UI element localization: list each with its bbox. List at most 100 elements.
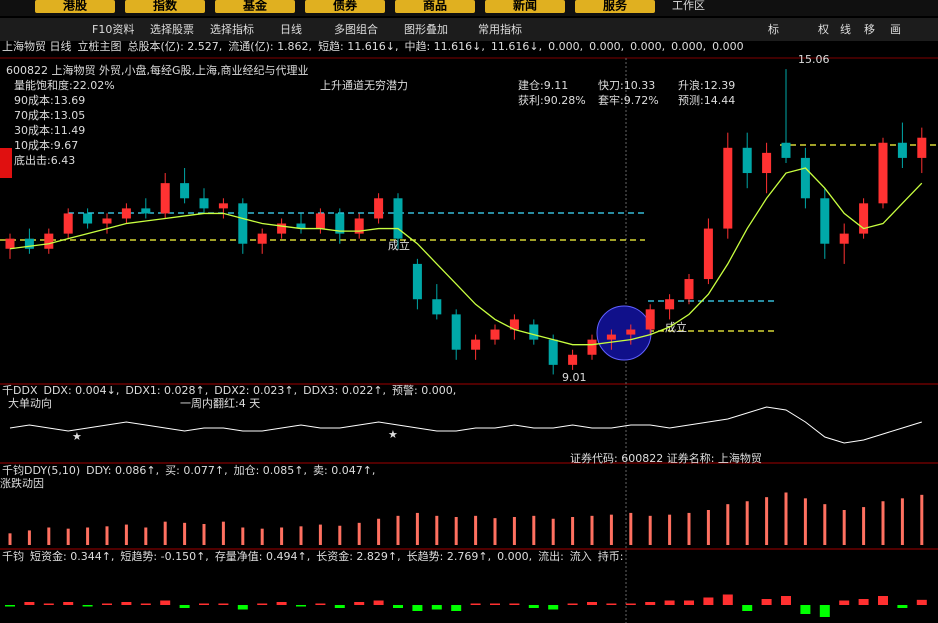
menu-item[interactable]: F10资料 (92, 22, 134, 36)
fund-bar (43, 603, 54, 605)
tab[interactable] (305, 0, 385, 13)
candle-body (665, 299, 675, 310)
tab-label[interactable]: 新闻 (513, 0, 537, 13)
signal-circle (596, 305, 652, 361)
tab[interactable] (485, 0, 565, 13)
candle-body (529, 324, 539, 340)
info-segment: 买: 0.077↑, (165, 464, 227, 477)
fund-bar (897, 605, 908, 608)
info-segment: 上海物贸 日线 (2, 39, 72, 53)
tool-button[interactable]: 画 (890, 23, 901, 36)
ddy-bar (377, 518, 381, 545)
candle-body (277, 223, 287, 234)
tool-button[interactable]: 权 (818, 23, 829, 36)
candle-body (839, 233, 849, 244)
ddy-bar (726, 504, 730, 545)
info-segment: DDX1: 0.028↑, (125, 384, 208, 397)
info-segment: 立桩主图 (78, 39, 122, 53)
fund-bar (839, 600, 850, 605)
tab-label[interactable]: 指数 (153, 0, 178, 13)
tab[interactable] (35, 0, 115, 13)
ddy-bar (629, 512, 633, 545)
fund-bar (858, 599, 869, 605)
menu-item[interactable]: 日线 (280, 22, 302, 36)
ddy-bar (415, 512, 419, 545)
candle-body (296, 223, 306, 229)
tab-label[interactable]: 服务 (603, 0, 628, 13)
workspace[interactable]: 工作区 (672, 0, 705, 12)
candle-body (83, 213, 93, 224)
ddy-bar (900, 498, 904, 545)
fund-bar (722, 594, 733, 605)
tool-button[interactable]: 线 (840, 22, 851, 36)
tab-label[interactable]: 债券 (333, 0, 358, 13)
ddy-bar (920, 494, 924, 545)
candle-body (218, 203, 228, 209)
candle-body (160, 183, 170, 214)
info-segment: 流通(亿): 1.862, (228, 39, 312, 53)
tool-button[interactable]: 移 (864, 23, 875, 36)
info-segment: DDY: 0.086↑, (86, 464, 159, 477)
candle-body (121, 208, 131, 219)
ddy-bar (862, 507, 866, 545)
tab[interactable] (395, 0, 475, 13)
fund-bar (393, 605, 403, 608)
ddy-bar (241, 527, 245, 545)
ddy-bar (687, 512, 691, 545)
ddy-bar (784, 492, 788, 545)
candle-body (199, 198, 209, 209)
tab-label[interactable]: 商品 (423, 0, 447, 13)
fund-bar (490, 603, 500, 605)
fund-bar (5, 605, 15, 607)
menu-item[interactable]: 多图组合 (334, 22, 378, 36)
info-segment: DDX: 0.004↓, (43, 384, 119, 397)
tab[interactable] (215, 0, 295, 13)
menu-item[interactable]: 常用指标 (478, 22, 522, 36)
ddy-bar (745, 501, 749, 545)
menu-item[interactable]: 图形叠加 (404, 23, 448, 36)
ddy-bar (47, 527, 51, 545)
info-segment: 总股本(亿): 2.527, (128, 39, 223, 53)
fund-bar (470, 603, 481, 605)
ddy-bar (27, 530, 31, 545)
tab-label[interactable]: 基金 (242, 0, 268, 13)
candle-body (412, 263, 422, 300)
info-segment: 千钧DDY(5,10) (2, 463, 80, 477)
info-segment: DDX2: 0.023↑, (214, 384, 297, 397)
fund-bar (781, 596, 791, 605)
panel-label: 涨跌动因 (0, 476, 44, 490)
info-segment: 短趋势: -0.150↑, (120, 549, 208, 563)
tab[interactable] (125, 0, 205, 13)
ddy-bar (124, 524, 128, 545)
candle-body (63, 213, 73, 234)
menu-item[interactable]: 选择股票 (150, 22, 194, 36)
fund-bar (819, 605, 830, 617)
menu-bar (0, 18, 938, 41)
tab-label[interactable]: 港股 (63, 0, 88, 13)
candle-body (238, 203, 248, 244)
ddy-bar (357, 522, 361, 545)
candle-body (471, 339, 481, 350)
fund-bar (140, 603, 151, 605)
signal-label: 成立 (665, 320, 687, 334)
tab[interactable] (575, 0, 655, 13)
candle-body (180, 183, 190, 199)
ddy-bar (183, 522, 187, 545)
ddy-bar (86, 527, 90, 545)
fund-bar (315, 603, 326, 605)
ddy-bar (338, 525, 342, 545)
cost-line: 70成本:13.05 (14, 108, 85, 122)
info-segment: 短资金: 0.344↑, (30, 549, 114, 563)
menu-item[interactable]: 选择指标 (210, 22, 254, 36)
info-segment: 11.616↓, (491, 40, 542, 53)
fund-bar (800, 605, 811, 614)
fund-bar (431, 605, 442, 610)
fund-bar (567, 603, 578, 605)
ddy-bar (881, 501, 885, 545)
fund-bar (664, 600, 675, 605)
candle-body (548, 339, 558, 365)
low-label: 9.01 (562, 371, 587, 384)
high-label: 15.06 (798, 53, 830, 66)
tool-button[interactable]: 标 (768, 22, 779, 36)
fund-bar (160, 600, 171, 605)
